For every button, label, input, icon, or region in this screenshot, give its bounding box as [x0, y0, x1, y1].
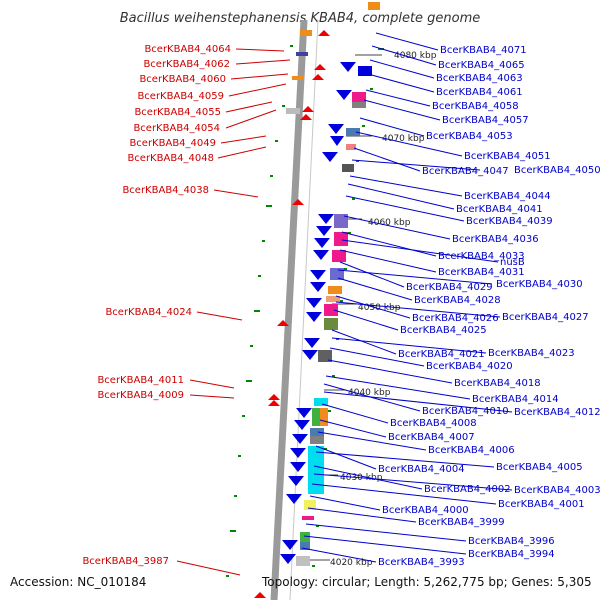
gene-label: BcerKBAB4_4051 [464, 151, 551, 162]
gene-label: BcerKBAB4_4061 [436, 87, 523, 98]
gene-label: BcerKBAB4_4071 [440, 45, 527, 56]
left-leader-lines [176, 48, 291, 576]
gene-label: BcerKBAB4_4030 [496, 279, 583, 290]
kbp-label-4050: 4050 kbp [358, 303, 401, 313]
gene-label: BcerKBAB4_4003 [514, 485, 600, 496]
gene-label: BcerKBAB4_4050 [514, 165, 600, 176]
gene-label: BcerKBAB4_4065 [438, 60, 525, 71]
gene-label: BcerKBAB4_4010 [422, 406, 509, 417]
genome-backbone [270, 19, 308, 600]
gene-label: BcerKBAB4_4008 [390, 418, 477, 429]
right-gene-labels: BcerKBAB4_4071 BcerKBAB4_4065 BcerKBAB4_… [378, 45, 600, 568]
gene-label: BcerKBAB4_4044 [464, 191, 551, 202]
gene-label: BcerKBAB4_4023 [488, 348, 575, 359]
gene-label: BcerKBAB4_4024 [105, 307, 192, 318]
gene-label: BcerKBAB4_4029 [406, 282, 493, 293]
right-leader-lines [301, 32, 513, 563]
kbp-label-4020: 4020 kbp [330, 558, 373, 568]
gene-label: BcerKBAB4_4001 [498, 499, 585, 510]
gene-label: BcerKBAB4_4060 [139, 74, 226, 85]
gene-label: BcerKBAB4_3996 [468, 536, 555, 547]
gene-label: BcerKBAB4_4020 [426, 361, 513, 372]
gene-label: BcerKBAB4_4027 [502, 312, 589, 323]
gene-label: BcerKBAB4_4026 [412, 313, 499, 324]
left-gene-labels: BcerKBAB4_4064 BcerKBAB4_4062 BcerKBAB4_… [82, 44, 231, 567]
gene-label: BcerKBAB4_4028 [414, 295, 501, 306]
gene-label: BcerKBAB4_4014 [472, 394, 559, 405]
gene-label: BcerKBAB4_4064 [144, 44, 231, 55]
gene-label: BcerKBAB4_3994 [468, 549, 555, 560]
gene-label: BcerKBAB4_4009 [97, 390, 184, 401]
gene-label: BcerKBAB4_4055 [134, 107, 221, 118]
gene-label: BcerKBAB4_4062 [143, 59, 230, 70]
gene-label: BcerKBAB4_4011 [97, 375, 184, 386]
genome-summary-text: Topology: circular; Length: 5,262,775 bp… [261, 575, 592, 589]
reverse-strand-genes [254, 30, 330, 598]
map-title: Bacillus weihenstephanensis KBAB4, compl… [120, 11, 481, 26]
gene-label: BcerKBAB4_4025 [400, 325, 487, 336]
gene-label: BcerKBAB4_4039 [466, 216, 553, 227]
gene-label: BcerKBAB4_4053 [426, 131, 513, 142]
gene-label: BcerKBAB4_4031 [438, 267, 525, 278]
kbp-label-4070: 4070 kbp [382, 134, 425, 144]
gene-label: BcerKBAB4_4058 [432, 101, 519, 112]
kbp-label-4060: 4060 kbp [368, 218, 411, 228]
functional-category-boxes [286, 2, 380, 566]
gene-label: BcerKBAB4_4007 [388, 432, 475, 443]
gene-label: BcerKBAB4_4057 [442, 115, 529, 126]
gene-label: BcerKBAB4_4012 [514, 407, 600, 418]
accession-text: Accession: NC_010184 [10, 575, 146, 589]
gene-label: BcerKBAB4_3993 [378, 557, 465, 568]
gene-label: BcerKBAB4_4006 [428, 445, 515, 456]
gene-label: BcerKBAB4_4038 [122, 185, 209, 196]
gene-label: nusB [500, 257, 525, 268]
gene-label: BcerKBAB4_3999 [418, 517, 505, 528]
gene-label: BcerKBAB4_4005 [496, 462, 583, 473]
gene-label: BcerKBAB4_4018 [454, 378, 541, 389]
gene-label: BcerKBAB4_4054 [133, 123, 220, 134]
backbone-inner-line [289, 19, 319, 600]
gene-label: BcerKBAB4_4002 [424, 484, 511, 495]
gene-label: BcerKBAB4_4000 [382, 505, 469, 516]
forward-strand-genes [280, 62, 372, 564]
gene-label: BcerKBAB4_4036 [452, 234, 539, 245]
gene-label: BcerKBAB4_4041 [456, 204, 543, 215]
gene-label: BcerKBAB4_4059 [137, 91, 224, 102]
gene-label: BcerKBAB4_4033 [438, 251, 525, 262]
gene-label: BcerKBAB4_3987 [82, 556, 169, 567]
gene-label: BcerKBAB4_4047 [422, 166, 509, 177]
kbp-label-4080: 4080 kbp [394, 51, 437, 61]
gene-label: BcerKBAB4_4004 [378, 464, 465, 475]
gene-label: BcerKBAB4_4063 [436, 73, 523, 84]
gene-label: BcerKBAB4_4048 [127, 153, 214, 164]
kbp-label-4040: 4040 kbp [348, 388, 391, 398]
gene-label: BcerKBAB4_4049 [129, 138, 216, 149]
gene-label: BcerKBAB4_4021 [398, 349, 485, 360]
